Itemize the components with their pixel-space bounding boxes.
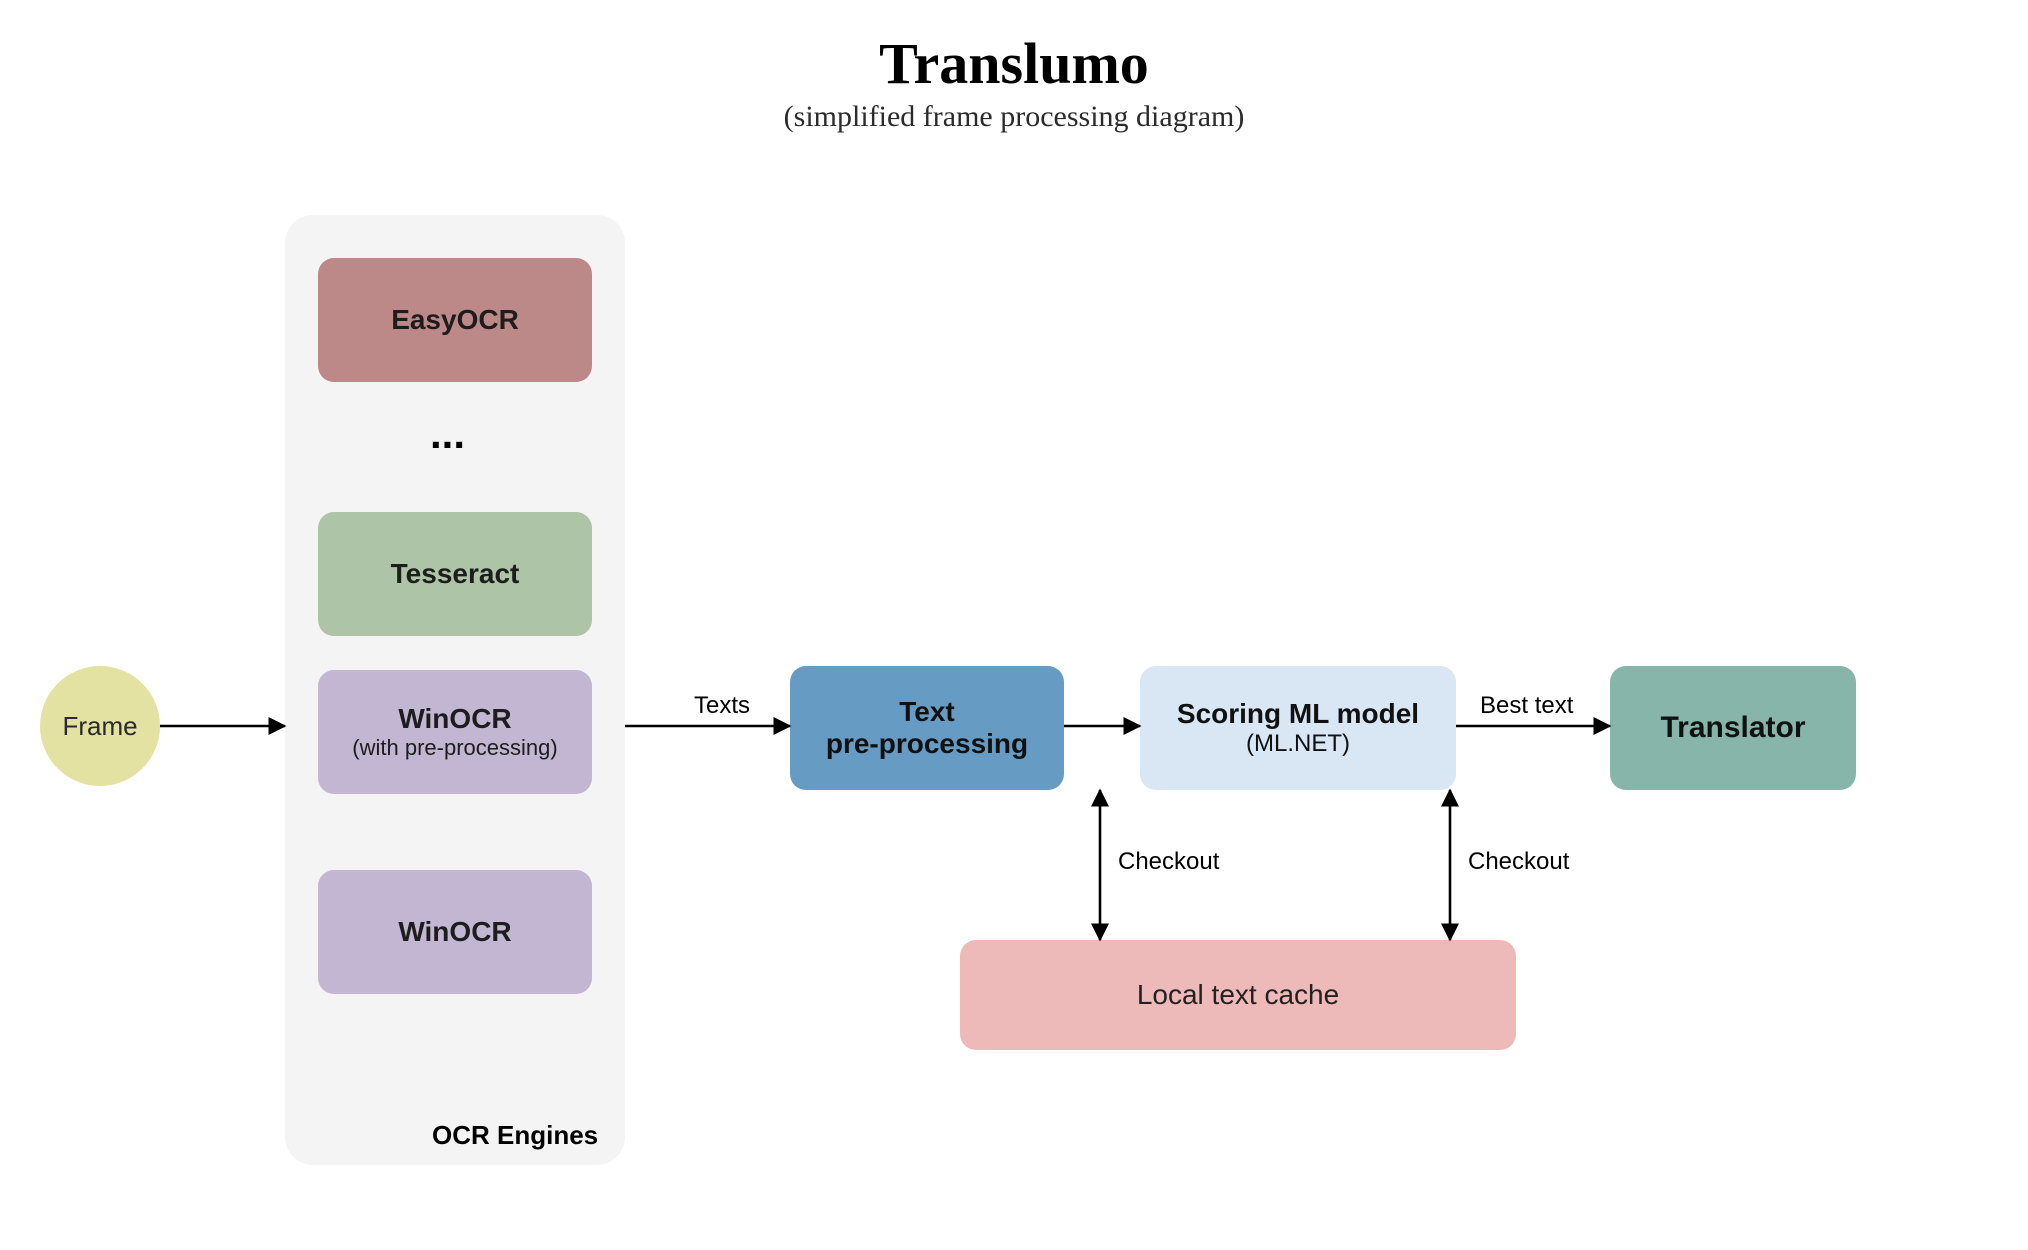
node-sublabel: pre-processing <box>826 728 1028 760</box>
node-frame: Frame <box>40 666 160 786</box>
node-label: WinOCR <box>398 916 511 948</box>
node-scoring-ml-model: Scoring ML model (ML.NET) <box>1140 666 1456 790</box>
ocr-engines-caption: OCR Engines <box>432 1120 598 1151</box>
edge-label-texts: Texts <box>694 692 750 720</box>
node-tesseract: Tesseract <box>318 512 592 636</box>
edge-label-checkout-2: Checkout <box>1468 848 1569 876</box>
node-label: Scoring ML model <box>1177 698 1419 730</box>
diagram-canvas: Translumo (simplified frame processing d… <box>0 0 2028 1250</box>
node-label: Translator <box>1660 711 1805 745</box>
node-translator: Translator <box>1610 666 1856 790</box>
edge-label-checkout-1: Checkout <box>1118 848 1219 876</box>
edge-label-best-text: Best text <box>1480 692 1573 720</box>
diagram-title: Translumo <box>0 30 2028 97</box>
node-label: Tesseract <box>391 558 520 590</box>
node-text-preprocessing: Text pre-processing <box>790 666 1064 790</box>
node-sublabel: (ML.NET) <box>1246 730 1350 758</box>
diagram-subtitle: (simplified frame processing diagram) <box>0 100 2028 134</box>
node-winocr: WinOCR <box>318 870 592 994</box>
node-easyocr: EasyOCR <box>318 258 592 382</box>
node-sublabel: (with pre-processing) <box>352 735 557 761</box>
node-local-text-cache: Local text cache <box>960 940 1516 1050</box>
node-label: EasyOCR <box>391 304 519 336</box>
node-label: Local text cache <box>1137 979 1339 1011</box>
ellipsis: ... <box>430 410 465 458</box>
node-label: WinOCR <box>398 703 511 735</box>
node-winocr-preproc: WinOCR (with pre-processing) <box>318 670 592 794</box>
node-label: Text <box>899 696 955 728</box>
node-label: Frame <box>62 711 137 742</box>
